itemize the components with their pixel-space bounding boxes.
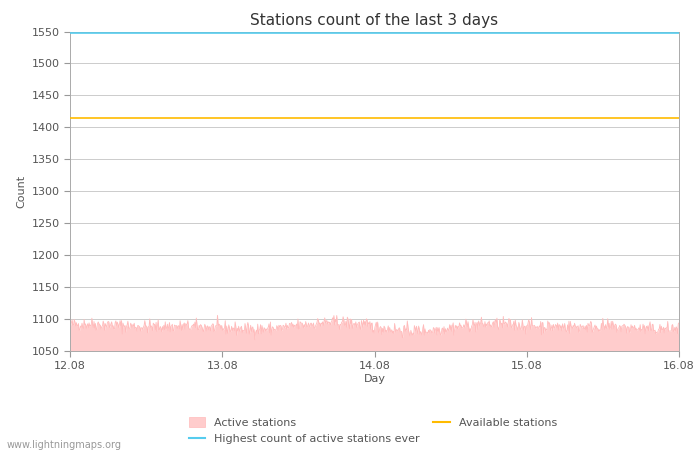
Y-axis label: Count: Count [16, 175, 26, 208]
Legend: Active stations, Highest count of active stations ever, Available stations: Active stations, Highest count of active… [186, 414, 560, 448]
Text: www.lightningmaps.org: www.lightningmaps.org [7, 440, 122, 450]
Title: Stations count of the last 3 days: Stations count of the last 3 days [251, 13, 498, 27]
X-axis label: Day: Day [363, 374, 386, 384]
